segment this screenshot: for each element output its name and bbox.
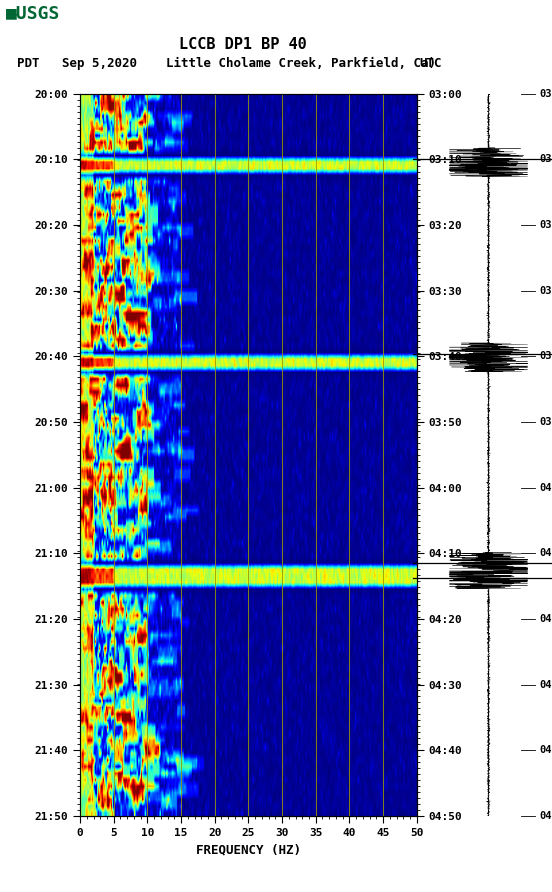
Text: 03:10: 03:10 <box>539 154 552 164</box>
Text: 04:40: 04:40 <box>539 746 552 756</box>
Text: 03:00: 03:00 <box>539 88 552 99</box>
X-axis label: FREQUENCY (HZ): FREQUENCY (HZ) <box>196 844 301 856</box>
Text: 04:00: 04:00 <box>539 483 552 492</box>
Text: LCCB DP1 BP 40: LCCB DP1 BP 40 <box>179 37 307 53</box>
Text: 03:20: 03:20 <box>539 220 552 230</box>
Text: 04:50: 04:50 <box>539 811 552 822</box>
Text: 04:20: 04:20 <box>539 614 552 624</box>
Text: 03:50: 03:50 <box>539 417 552 427</box>
Text: UTC: UTC <box>420 57 442 70</box>
Text: PDT   Sep 5,2020: PDT Sep 5,2020 <box>17 57 136 70</box>
Text: 04:30: 04:30 <box>539 680 552 690</box>
Text: ■USGS: ■USGS <box>6 4 60 22</box>
Text: 03:30: 03:30 <box>539 285 552 296</box>
Text: 04:10: 04:10 <box>539 549 552 558</box>
Text: 03:40: 03:40 <box>539 351 552 361</box>
Text: Little Cholame Creek, Parkfield, Ca): Little Cholame Creek, Parkfield, Ca) <box>166 57 436 70</box>
